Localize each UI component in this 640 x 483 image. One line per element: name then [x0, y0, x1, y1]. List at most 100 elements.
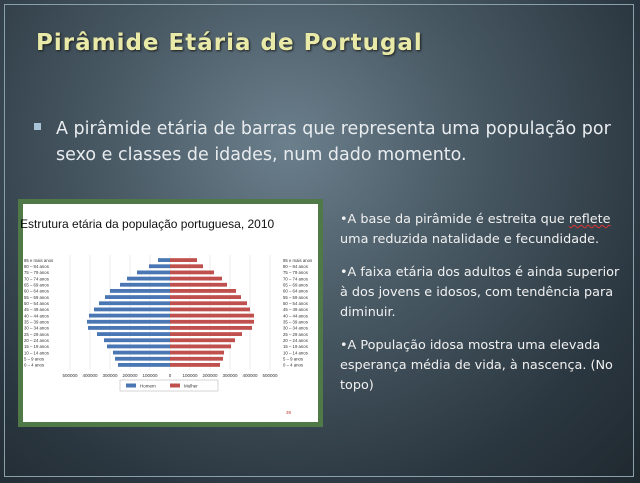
x-tick-label: 300000 [102, 373, 118, 378]
note-elderly: •A População idosa mostra uma elevada es… [340, 338, 613, 393]
note-base: •A base da pirâmide é estreita que refle… [340, 210, 625, 250]
age-label-right: 10 – 14 anos [283, 350, 308, 355]
x-tick-label: 0 [169, 373, 172, 378]
age-label-right: 70 – 74 anos [283, 276, 308, 281]
age-label-right: 40 – 44 anos [283, 313, 308, 318]
legend-label-homem: Homem [140, 384, 156, 389]
note-base-spellcheck-word: reflete [568, 212, 611, 227]
bar-homem [89, 313, 170, 318]
bar-homem [99, 301, 170, 306]
age-label-right: 85 e mais anos [283, 258, 312, 263]
legend-label-mulher: Mulher [184, 384, 198, 389]
age-label-right: 35 – 39 anos [283, 320, 308, 325]
age-label-left: 50 – 54 anos [24, 301, 49, 306]
age-label-left: 40 – 44 anos [24, 313, 49, 318]
bar-mulher [170, 307, 250, 312]
bar-homem [104, 338, 170, 343]
bar-mulher [170, 344, 231, 349]
bar-mulher [170, 363, 220, 367]
age-label-right: 5 – 9 anos [283, 357, 303, 362]
legend-swatch-homem [126, 383, 136, 388]
age-label-right: 30 – 34 anos [283, 326, 308, 331]
chart-title: Estrutura etária da população portuguesa… [20, 217, 275, 231]
bar-mulher [170, 258, 197, 262]
age-label-left: 75 – 79 anos [24, 270, 49, 275]
age-label-left: 0 – 4 anos [24, 363, 44, 368]
bar-mulher [170, 295, 241, 299]
bar-homem [97, 332, 170, 336]
bar-mulher [170, 313, 254, 318]
age-label-left: 60 – 64 anos [24, 289, 49, 294]
x-tick-label: 100000 [142, 373, 158, 378]
age-label-left: 15 – 19 anos [24, 344, 49, 349]
age-label-right: 50 – 54 anos [283, 301, 308, 306]
age-label-left: 35 – 39 anos [24, 320, 49, 325]
bar-mulher [170, 282, 227, 287]
age-label-right: 60 – 64 anos [283, 289, 308, 294]
bar-mulher [170, 350, 224, 355]
age-label-left: 30 – 34 anos [24, 326, 49, 331]
notes-panel: •A base da pirâmide é estreita que refle… [340, 210, 625, 409]
bar-homem [137, 270, 170, 275]
bar-homem [88, 326, 170, 330]
bar-homem [110, 289, 170, 293]
age-label-left: 25 – 29 anos [24, 332, 49, 337]
x-tick-label: 500000 [262, 373, 278, 378]
bar-mulher [170, 326, 252, 330]
bar-homem [127, 276, 170, 281]
x-tick-label: 500000 [62, 373, 78, 378]
x-tick-label: 100000 [182, 373, 198, 378]
age-label-left: 20 – 24 anos [24, 338, 49, 343]
age-label-right: 80 – 84 anos [283, 264, 308, 269]
age-label-right: 75 – 79 anos [283, 270, 308, 275]
x-tick-label: 300000 [222, 373, 238, 378]
bar-homem [118, 363, 170, 367]
legend-box [119, 379, 219, 392]
age-label-right: 25 – 29 anos [283, 332, 308, 337]
bar-mulher [170, 270, 214, 275]
age-label-left: 65 – 69 anos [24, 283, 49, 288]
bar-mulher [170, 289, 236, 293]
age-label-right: 55 – 59 anos [283, 295, 308, 300]
bar-homem [158, 258, 170, 262]
bar-mulher [170, 264, 203, 269]
bar-mulher [170, 301, 247, 306]
age-label-left: 80 – 84 anos [24, 264, 49, 269]
note-base-lead: •A base da pirâmide é estreita que [340, 212, 569, 227]
bar-homem [94, 307, 170, 312]
bar-mulher [170, 276, 222, 281]
age-label-left: 45 – 49 anos [24, 307, 49, 312]
bar-homem [87, 319, 170, 324]
bar-mulher [170, 332, 242, 336]
bar-mulher [170, 356, 223, 361]
slide-title: Pirâmide Etária de Portugal [36, 30, 423, 56]
bar-homem [115, 356, 170, 361]
bar-homem [113, 350, 170, 355]
x-tick-label: 400000 [242, 373, 258, 378]
note-base-rest: uma reduzida natalidade e fecundidade. [340, 232, 600, 247]
age-label-right: 15 – 19 anos [283, 344, 308, 349]
age-label-left: 10 – 14 anos [24, 350, 49, 355]
bar-homem [105, 295, 170, 299]
bar-homem [120, 282, 170, 287]
bullet-square-icon [34, 123, 41, 130]
age-label-left: 5 – 9 anos [24, 357, 44, 362]
slide-frame [4, 4, 634, 477]
x-tick-label: 400000 [82, 373, 98, 378]
age-label-left: 70 – 74 anos [24, 276, 49, 281]
age-label-left: 85 e mais anos [24, 258, 53, 263]
x-tick-label: 200000 [122, 373, 138, 378]
age-label-right: 0 – 4 anos [283, 363, 303, 368]
bar-mulher [170, 319, 254, 324]
x-tick-label: 200000 [202, 373, 218, 378]
note-adults: •A faixa etária dos adultos é ainda supe… [340, 265, 620, 320]
legend-swatch-mulher [170, 383, 180, 388]
bar-mulher [170, 338, 235, 343]
bullet-text: A pirâmide etária de barras que represen… [56, 119, 611, 165]
age-label-right: 65 – 69 anos [283, 283, 308, 288]
bar-homem [149, 264, 170, 269]
age-label-right: 20 – 24 anos [283, 338, 308, 343]
chart-footer-number: 39 [286, 410, 292, 415]
age-label-right: 45 – 49 anos [283, 307, 308, 312]
